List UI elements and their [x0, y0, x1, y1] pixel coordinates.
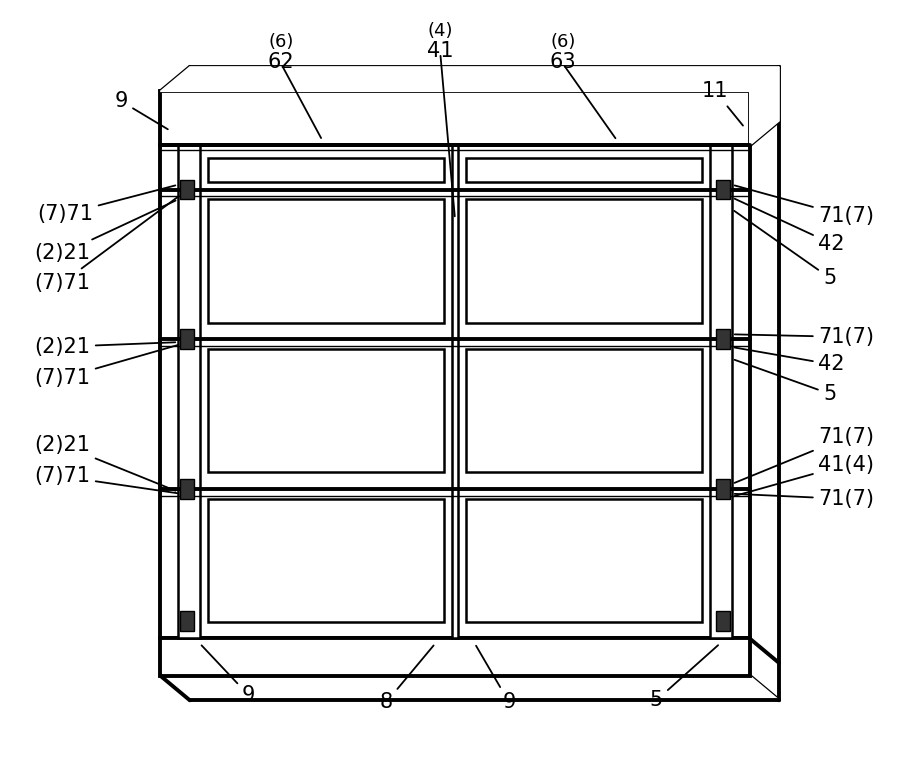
Bar — [466, 349, 702, 472]
Text: 9: 9 — [476, 646, 516, 712]
Text: (2)21: (2)21 — [35, 201, 176, 264]
Bar — [208, 349, 444, 472]
Text: 8: 8 — [380, 646, 434, 712]
Bar — [160, 145, 750, 639]
Text: 71(7): 71(7) — [734, 185, 875, 226]
Bar — [716, 180, 730, 199]
Text: 42: 42 — [734, 199, 844, 254]
Bar — [208, 199, 444, 323]
Bar — [180, 180, 194, 199]
Text: (4): (4) — [427, 22, 453, 40]
Bar — [716, 479, 730, 499]
Bar — [466, 158, 702, 182]
Text: 5: 5 — [650, 645, 718, 710]
Bar — [180, 611, 194, 631]
Polygon shape — [750, 639, 779, 700]
Bar — [716, 611, 730, 631]
Bar — [178, 145, 200, 639]
Text: 5: 5 — [734, 360, 836, 404]
Text: (2)21: (2)21 — [35, 337, 175, 357]
Text: 71(7): 71(7) — [735, 327, 875, 347]
Bar — [208, 499, 444, 622]
Text: 9: 9 — [201, 646, 255, 705]
Text: (6): (6) — [550, 33, 576, 51]
Text: 71(7): 71(7) — [734, 427, 875, 483]
Bar — [160, 639, 750, 676]
Bar — [716, 329, 730, 349]
Polygon shape — [160, 67, 779, 92]
Text: 62: 62 — [268, 52, 294, 72]
Text: (6): (6) — [269, 33, 294, 51]
Bar — [180, 479, 194, 499]
Text: (7)71: (7)71 — [35, 466, 179, 494]
Polygon shape — [160, 676, 779, 700]
Text: (2)21: (2)21 — [35, 435, 176, 490]
Text: (7)71: (7)71 — [37, 185, 175, 224]
Text: 11: 11 — [702, 81, 743, 126]
Text: 71(7): 71(7) — [735, 489, 875, 509]
Polygon shape — [750, 67, 779, 145]
Text: 5: 5 — [734, 211, 836, 288]
Text: 41: 41 — [427, 41, 454, 61]
Text: 63: 63 — [549, 52, 577, 72]
Bar — [208, 158, 444, 182]
Bar — [711, 145, 732, 639]
Bar — [160, 92, 750, 145]
Bar — [452, 145, 458, 639]
Bar — [466, 199, 702, 323]
Text: 41(4): 41(4) — [734, 455, 875, 496]
Text: 9: 9 — [115, 92, 168, 130]
Text: (7)71: (7)71 — [35, 196, 179, 293]
Bar — [466, 499, 702, 622]
Text: (7)71: (7)71 — [35, 345, 179, 388]
Bar — [180, 329, 194, 349]
Text: 42: 42 — [734, 348, 844, 375]
